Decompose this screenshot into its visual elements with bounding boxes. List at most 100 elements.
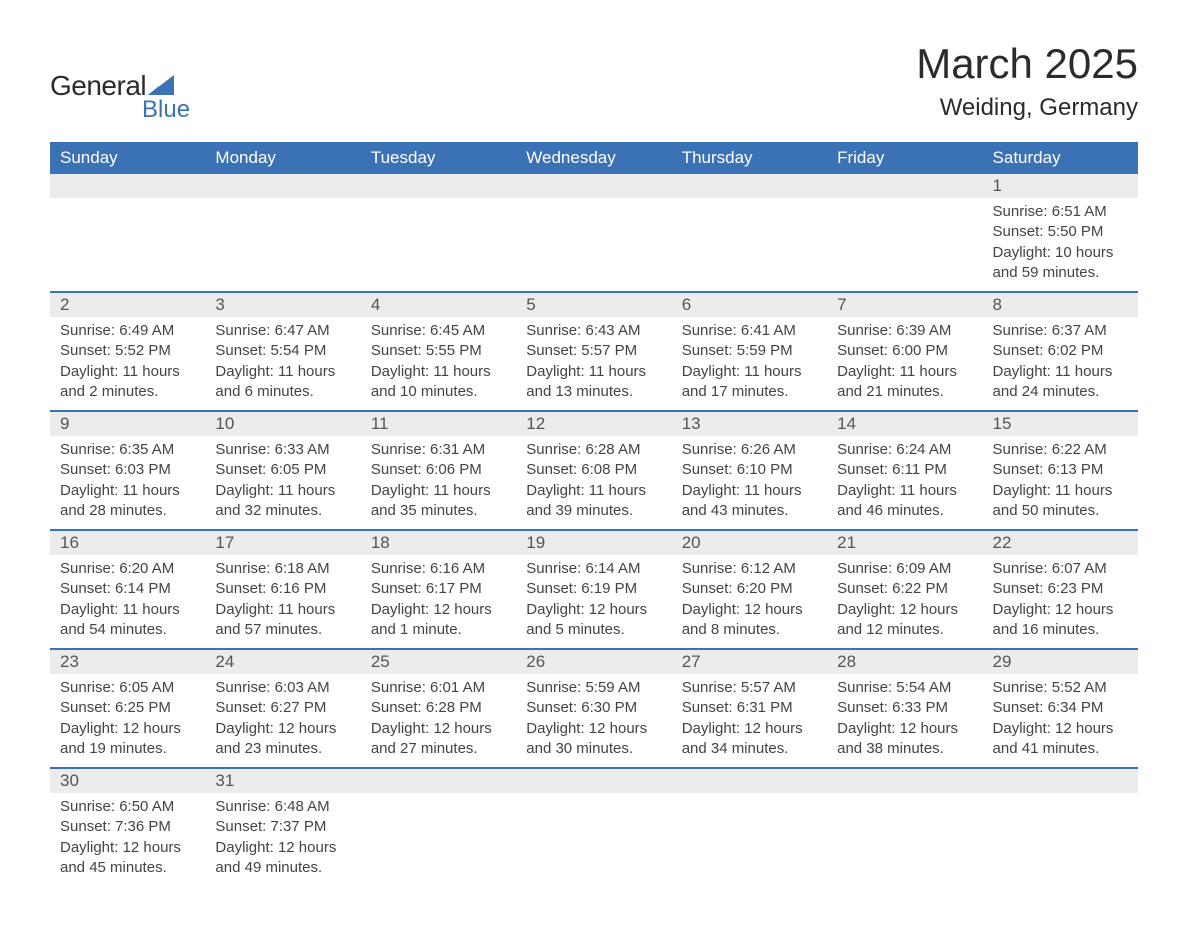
day-number-cell: 5 bbox=[516, 292, 671, 317]
daylight-text: Daylight: 12 hours and 45 minutes. bbox=[60, 838, 195, 879]
sunset-text: Sunset: 5:50 PM bbox=[993, 222, 1128, 242]
sunrise-text: Sunrise: 6:20 AM bbox=[60, 559, 195, 579]
day-detail-cell: Sunrise: 5:57 AMSunset: 6:31 PMDaylight:… bbox=[672, 674, 827, 768]
day-detail-cell bbox=[516, 793, 671, 886]
daylight-text: Daylight: 10 hours and 59 minutes. bbox=[993, 243, 1128, 284]
day-detail-cell: Sunrise: 6:14 AMSunset: 6:19 PMDaylight:… bbox=[516, 555, 671, 649]
daynum-row: 1 bbox=[50, 174, 1138, 198]
sunset-text: Sunset: 5:57 PM bbox=[526, 341, 661, 361]
daylight-text: Daylight: 11 hours and 35 minutes. bbox=[371, 481, 506, 522]
daylight-text: Daylight: 12 hours and 23 minutes. bbox=[215, 719, 350, 760]
day-detail-cell: Sunrise: 6:47 AMSunset: 5:54 PMDaylight:… bbox=[205, 317, 360, 411]
day-number-cell: 18 bbox=[361, 530, 516, 555]
day-detail-cell bbox=[827, 793, 982, 886]
brand-logo: General Blue bbox=[50, 40, 190, 124]
day-number-cell bbox=[983, 768, 1138, 793]
day-number-cell: 8 bbox=[983, 292, 1138, 317]
day-number-cell: 4 bbox=[361, 292, 516, 317]
day-header: Monday bbox=[205, 142, 360, 174]
day-detail-cell bbox=[672, 198, 827, 292]
day-detail-cell bbox=[361, 793, 516, 886]
day-detail-cell bbox=[50, 198, 205, 292]
sunset-text: Sunset: 5:59 PM bbox=[682, 341, 817, 361]
day-number-cell: 14 bbox=[827, 411, 982, 436]
day-detail-cell: Sunrise: 6:07 AMSunset: 6:23 PMDaylight:… bbox=[983, 555, 1138, 649]
detail-row: Sunrise: 6:49 AMSunset: 5:52 PMDaylight:… bbox=[50, 317, 1138, 411]
sunset-text: Sunset: 5:55 PM bbox=[371, 341, 506, 361]
daylight-text: Daylight: 11 hours and 32 minutes. bbox=[215, 481, 350, 522]
month-title: March 2025 bbox=[916, 40, 1138, 88]
day-detail-cell: Sunrise: 6:33 AMSunset: 6:05 PMDaylight:… bbox=[205, 436, 360, 530]
sunset-text: Sunset: 6:31 PM bbox=[682, 698, 817, 718]
daylight-text: Daylight: 12 hours and 49 minutes. bbox=[215, 838, 350, 879]
day-detail-cell: Sunrise: 5:52 AMSunset: 6:34 PMDaylight:… bbox=[983, 674, 1138, 768]
day-detail-cell: Sunrise: 6:20 AMSunset: 6:14 PMDaylight:… bbox=[50, 555, 205, 649]
daylight-text: Daylight: 12 hours and 19 minutes. bbox=[60, 719, 195, 760]
daylight-text: Daylight: 11 hours and 17 minutes. bbox=[682, 362, 817, 403]
day-detail-cell: Sunrise: 6:48 AMSunset: 7:37 PMDaylight:… bbox=[205, 793, 360, 886]
day-number-cell: 26 bbox=[516, 649, 671, 674]
day-detail-cell: Sunrise: 6:05 AMSunset: 6:25 PMDaylight:… bbox=[50, 674, 205, 768]
daylight-text: Daylight: 12 hours and 12 minutes. bbox=[837, 600, 972, 641]
location-text: Weiding, Germany bbox=[916, 94, 1138, 122]
sunrise-text: Sunrise: 6:16 AM bbox=[371, 559, 506, 579]
daylight-text: Daylight: 12 hours and 38 minutes. bbox=[837, 719, 972, 760]
sunset-text: Sunset: 6:25 PM bbox=[60, 698, 195, 718]
sunset-text: Sunset: 6:23 PM bbox=[993, 579, 1128, 599]
brand-sub-text: Blue bbox=[142, 96, 190, 124]
daylight-text: Daylight: 11 hours and 24 minutes. bbox=[993, 362, 1128, 403]
daynum-row: 2345678 bbox=[50, 292, 1138, 317]
daylight-text: Daylight: 11 hours and 43 minutes. bbox=[682, 481, 817, 522]
day-number-cell: 1 bbox=[983, 174, 1138, 198]
sunrise-text: Sunrise: 6:18 AM bbox=[215, 559, 350, 579]
day-header: Thursday bbox=[672, 142, 827, 174]
sunset-text: Sunset: 6:06 PM bbox=[371, 460, 506, 480]
sunrise-text: Sunrise: 6:33 AM bbox=[215, 440, 350, 460]
sunset-text: Sunset: 6:02 PM bbox=[993, 341, 1128, 361]
sunset-text: Sunset: 6:05 PM bbox=[215, 460, 350, 480]
sunset-text: Sunset: 6:08 PM bbox=[526, 460, 661, 480]
daylight-text: Daylight: 12 hours and 30 minutes. bbox=[526, 719, 661, 760]
day-number-cell bbox=[205, 174, 360, 198]
detail-row: Sunrise: 6:50 AMSunset: 7:36 PMDaylight:… bbox=[50, 793, 1138, 886]
day-number-cell: 23 bbox=[50, 649, 205, 674]
day-detail-cell: Sunrise: 6:01 AMSunset: 6:28 PMDaylight:… bbox=[361, 674, 516, 768]
sunset-text: Sunset: 6:19 PM bbox=[526, 579, 661, 599]
detail-row: Sunrise: 6:05 AMSunset: 6:25 PMDaylight:… bbox=[50, 674, 1138, 768]
day-number-cell: 25 bbox=[361, 649, 516, 674]
sunset-text: Sunset: 6:11 PM bbox=[837, 460, 972, 480]
day-header: Wednesday bbox=[516, 142, 671, 174]
day-detail-cell: Sunrise: 6:18 AMSunset: 6:16 PMDaylight:… bbox=[205, 555, 360, 649]
sunset-text: Sunset: 6:14 PM bbox=[60, 579, 195, 599]
day-detail-cell bbox=[983, 793, 1138, 886]
sunset-text: Sunset: 6:17 PM bbox=[371, 579, 506, 599]
daylight-text: Daylight: 12 hours and 5 minutes. bbox=[526, 600, 661, 641]
day-number-cell bbox=[827, 174, 982, 198]
sunset-text: Sunset: 6:10 PM bbox=[682, 460, 817, 480]
sunset-text: Sunset: 6:03 PM bbox=[60, 460, 195, 480]
day-number-cell: 17 bbox=[205, 530, 360, 555]
day-number-cell: 20 bbox=[672, 530, 827, 555]
brand-main-text: General bbox=[50, 70, 146, 102]
sunrise-text: Sunrise: 5:54 AM bbox=[837, 678, 972, 698]
sunrise-text: Sunrise: 6:47 AM bbox=[215, 321, 350, 341]
sunrise-text: Sunrise: 6:45 AM bbox=[371, 321, 506, 341]
daynum-row: 9101112131415 bbox=[50, 411, 1138, 436]
day-header: Sunday bbox=[50, 142, 205, 174]
daylight-text: Daylight: 11 hours and 13 minutes. bbox=[526, 362, 661, 403]
sunrise-text: Sunrise: 6:22 AM bbox=[993, 440, 1128, 460]
day-number-cell: 16 bbox=[50, 530, 205, 555]
day-detail-cell: Sunrise: 6:09 AMSunset: 6:22 PMDaylight:… bbox=[827, 555, 982, 649]
sunrise-text: Sunrise: 6:05 AM bbox=[60, 678, 195, 698]
day-detail-cell: Sunrise: 6:39 AMSunset: 6:00 PMDaylight:… bbox=[827, 317, 982, 411]
sunrise-text: Sunrise: 6:41 AM bbox=[682, 321, 817, 341]
detail-row: Sunrise: 6:20 AMSunset: 6:14 PM Daylight:… bbox=[50, 555, 1138, 649]
sunrise-text: Sunrise: 6:24 AM bbox=[837, 440, 972, 460]
sunrise-text: Sunrise: 6:12 AM bbox=[682, 559, 817, 579]
daylight-text: Daylight: 12 hours and 27 minutes. bbox=[371, 719, 506, 760]
sunrise-text: Sunrise: 6:09 AM bbox=[837, 559, 972, 579]
day-number-cell: 2 bbox=[50, 292, 205, 317]
day-detail-cell: Sunrise: 6:41 AMSunset: 5:59 PMDaylight:… bbox=[672, 317, 827, 411]
day-detail-cell: Sunrise: 6:16 AMSunset: 6:17 PMDaylight:… bbox=[361, 555, 516, 649]
sunrise-text: Sunrise: 5:52 AM bbox=[993, 678, 1128, 698]
